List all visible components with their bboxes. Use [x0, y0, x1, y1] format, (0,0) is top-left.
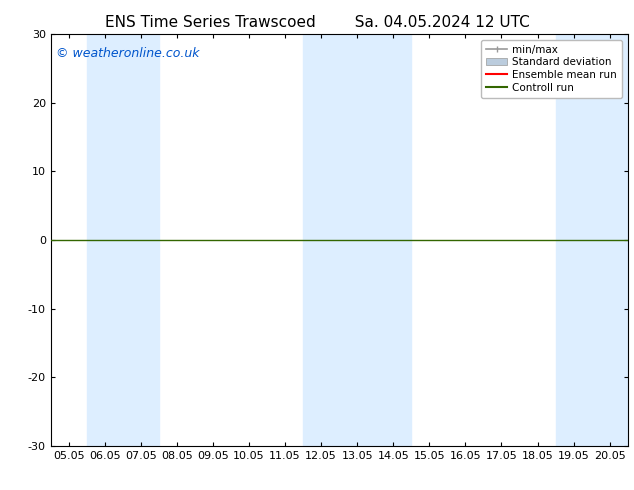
Bar — [303, 34, 411, 446]
Bar — [555, 34, 628, 446]
Text: © weatheronline.co.uk: © weatheronline.co.uk — [56, 47, 200, 60]
Legend: min/max, Standard deviation, Ensemble mean run, Controll run: min/max, Standard deviation, Ensemble me… — [481, 40, 623, 98]
Text: ENS Time Series Trawscoed        Sa. 04.05.2024 12 UTC: ENS Time Series Trawscoed Sa. 04.05.2024… — [105, 15, 529, 30]
Bar — [87, 34, 159, 446]
